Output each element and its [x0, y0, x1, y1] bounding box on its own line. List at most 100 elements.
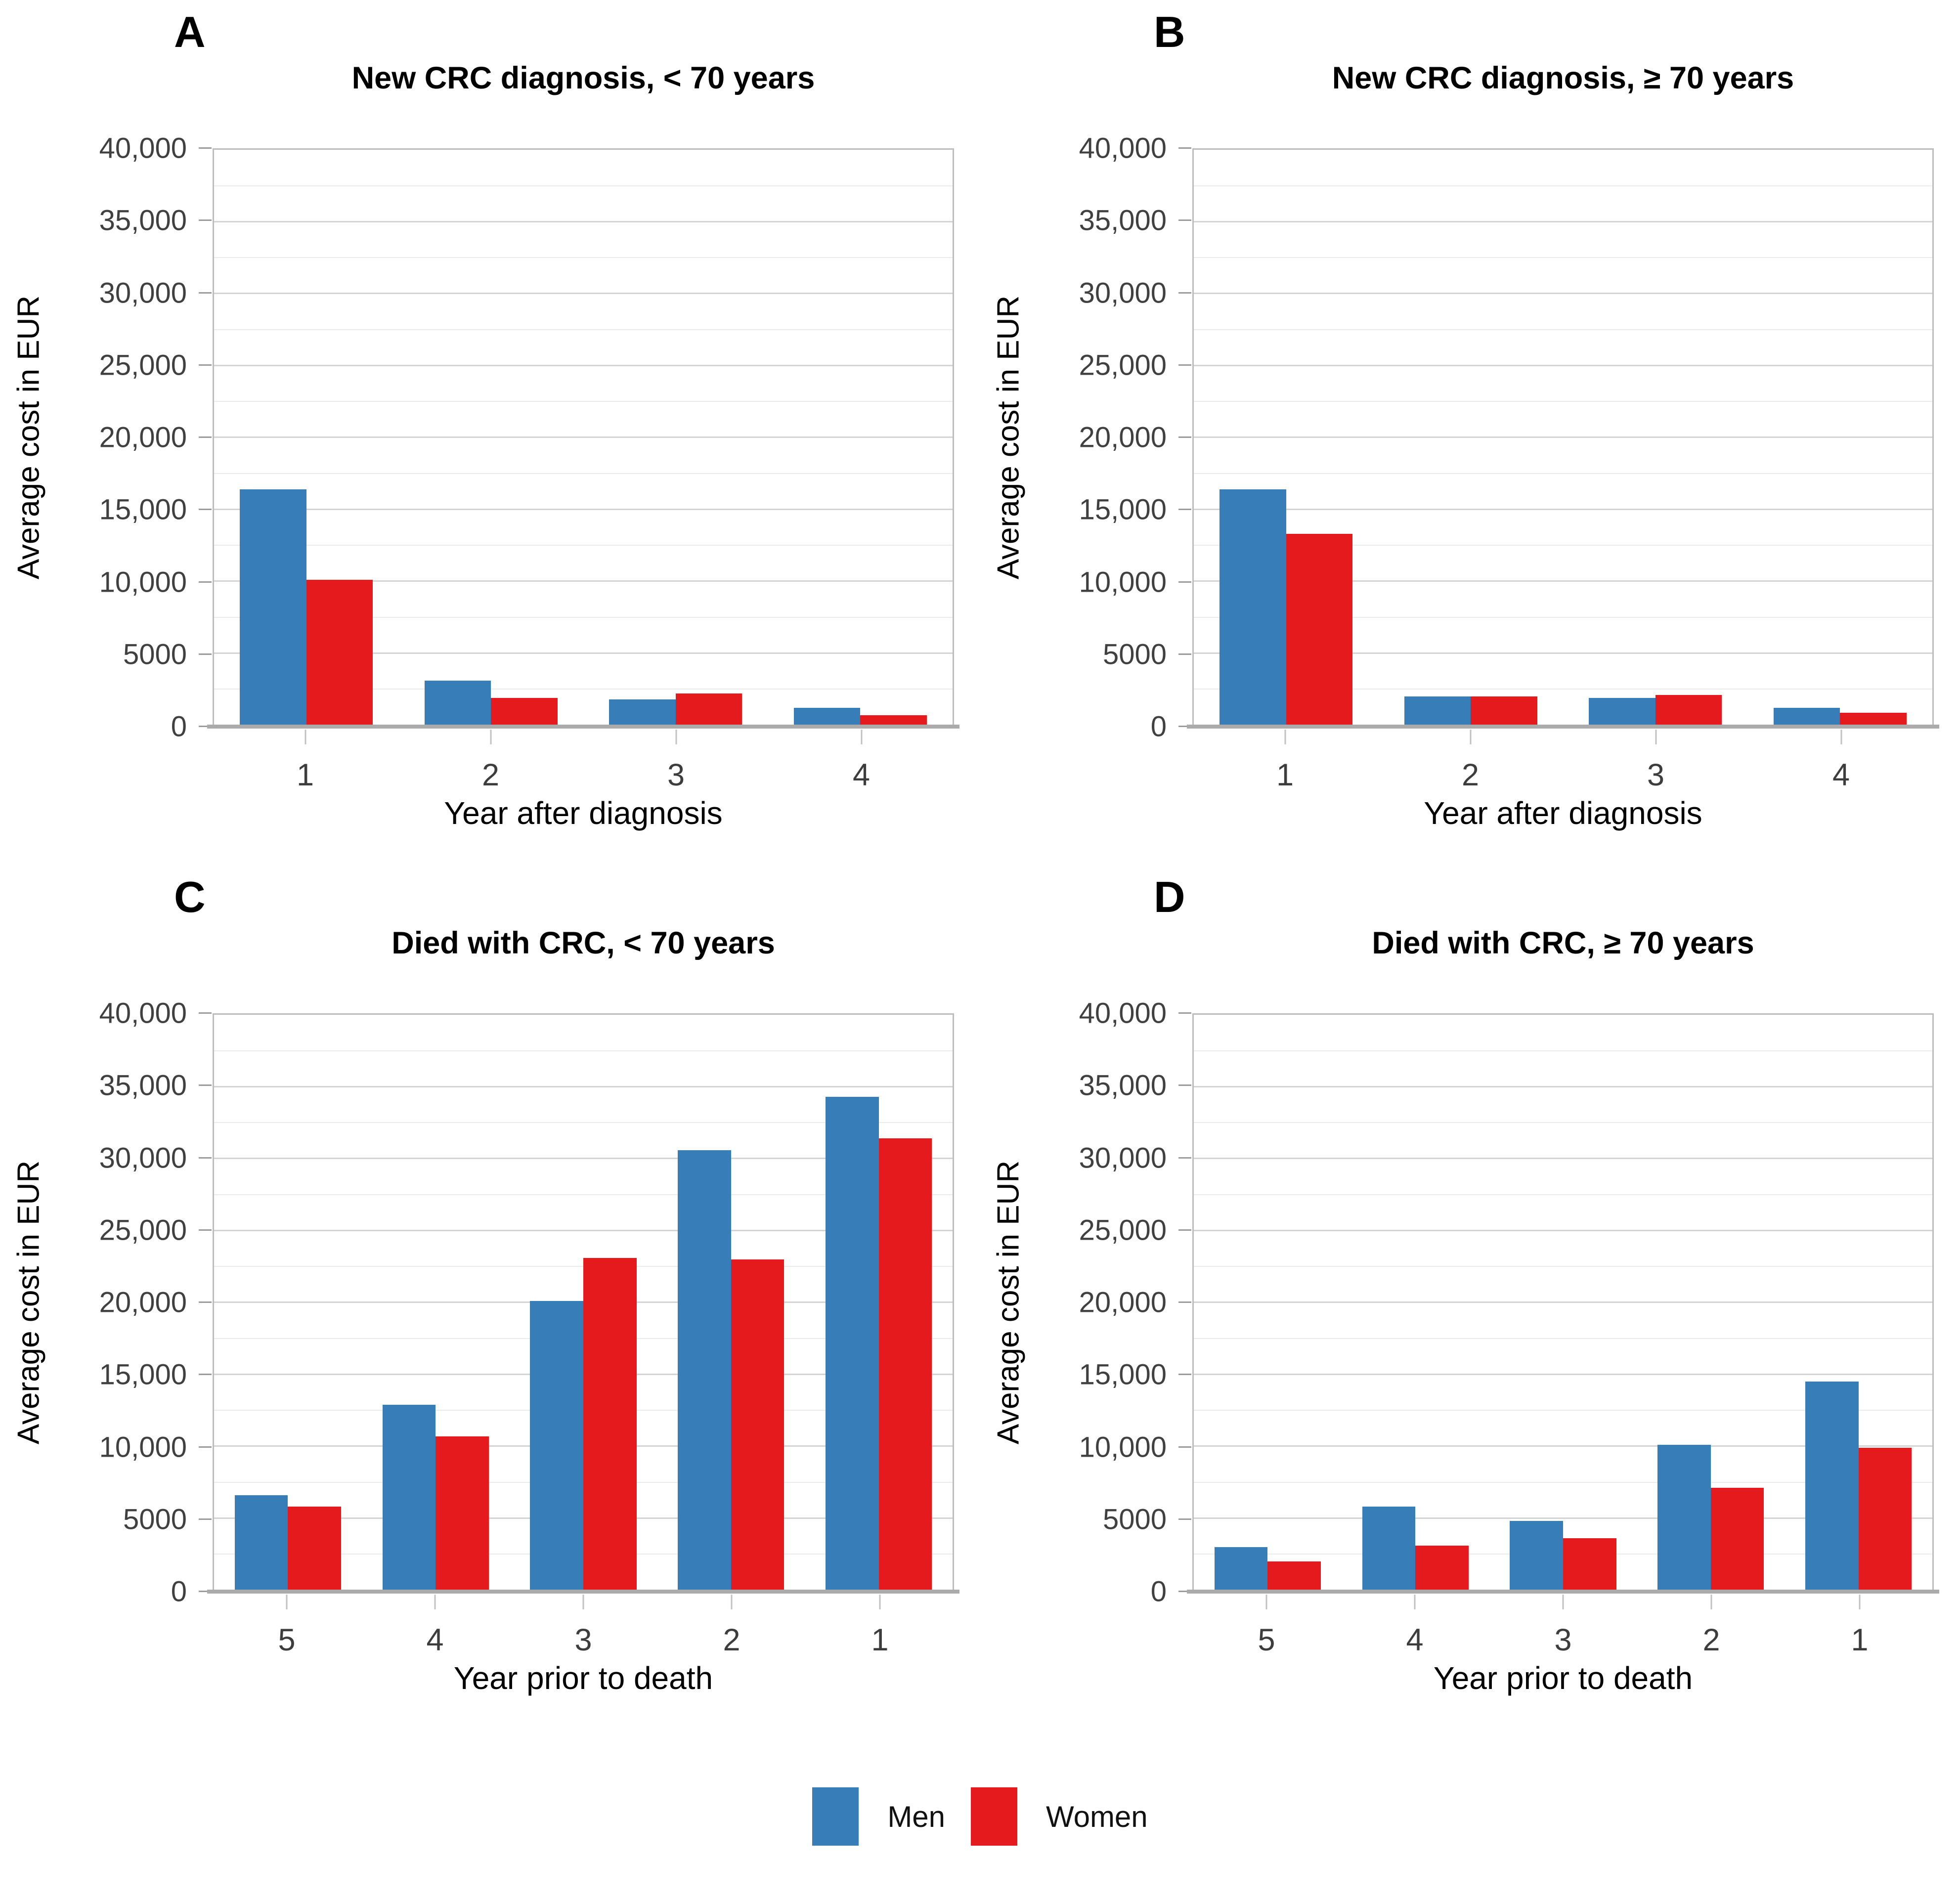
- x-tick-mark: [1562, 1595, 1564, 1609]
- x-tick-label: 4: [1832, 758, 1850, 792]
- y-tick-mark: [199, 436, 212, 438]
- bar-men-3: [1589, 697, 1655, 725]
- legend-item-women: Women: [971, 1787, 1148, 1846]
- major-gridline: [214, 436, 953, 438]
- y-axis-ticks: 0 5000 10,000 15,000 20,000 25,000 30,000 35,00…: [0, 997, 213, 1608]
- y-tick-label: 35,000: [99, 1069, 187, 1102]
- major-gridline: [214, 652, 953, 654]
- minor-gridline: [214, 1194, 953, 1195]
- major-gridline: [1194, 364, 1932, 366]
- y-tick-mark: [1178, 1229, 1191, 1231]
- major-gridline: [214, 220, 953, 222]
- y-tick-label: 5000: [1102, 638, 1167, 671]
- x-axis-line: [207, 725, 959, 729]
- bar-men-1: [240, 489, 306, 725]
- chart-panel-d: D Died with CRC, ≥ 70 years Average cost…: [980, 865, 1960, 1730]
- y-tick-mark: [1178, 653, 1191, 655]
- minor-gridline: [214, 616, 953, 618]
- x-tick-label: 2: [1461, 758, 1480, 792]
- x-axis-title: Year after diagnosis: [444, 795, 723, 831]
- bar-men-2: [1404, 696, 1471, 725]
- bar-women-1: [306, 580, 373, 725]
- y-axis-ticks: 0 5000 10,000 15,000 20,000 25,000 30,000 35,00…: [980, 132, 1192, 743]
- men-color-swatch: [812, 1787, 859, 1846]
- bar-men-3: [1510, 1521, 1563, 1590]
- x-tick-mark: [675, 730, 677, 744]
- panel-letter: B: [1154, 7, 1185, 56]
- minor-gridline: [214, 185, 953, 186]
- y-tick-mark: [199, 1374, 212, 1376]
- x-axis-ticks: 1 2 3 4: [1192, 727, 1934, 835]
- y-axis-ticks: 0 5000 10,000 15,000 20,000 25,000 30,000 35,00…: [0, 132, 213, 743]
- x-tick-mark: [731, 1595, 733, 1609]
- bar-women-3: [1655, 694, 1722, 725]
- x-tick-label: 3: [1647, 758, 1665, 792]
- y-tick-label: 40,000: [1079, 132, 1167, 165]
- major-gridline: [214, 364, 953, 366]
- y-tick-mark: [199, 1157, 212, 1159]
- x-tick-label: 2: [481, 758, 500, 792]
- bar-women-3: [675, 693, 742, 725]
- y-tick-label: 20,000: [1079, 1286, 1167, 1319]
- y-tick-label: 20,000: [1079, 421, 1167, 454]
- plot-area: [207, 1013, 959, 1594]
- minor-gridline: [1194, 689, 1932, 690]
- y-tick-mark: [199, 726, 212, 727]
- y-axis-ticks: 0 5000 10,000 15,000 20,000 25,000 30,000 35,00…: [980, 997, 1192, 1608]
- y-tick-label: 15,000: [99, 493, 187, 526]
- x-tick-mark: [490, 730, 491, 744]
- y-tick-mark: [199, 1446, 212, 1448]
- x-tick-mark: [1710, 1595, 1712, 1609]
- bar-men-3: [530, 1301, 583, 1590]
- minor-gridline: [1194, 1481, 1932, 1483]
- y-tick-mark: [1178, 1446, 1191, 1448]
- y-tick-mark: [199, 1591, 212, 1592]
- x-tick-label: 3: [574, 1623, 592, 1657]
- y-tick-label: 20,000: [99, 1286, 187, 1319]
- y-tick-label: 35,000: [1079, 1069, 1167, 1102]
- y-tick-label: 15,000: [99, 1358, 187, 1391]
- bar-men-4: [382, 1404, 436, 1590]
- x-tick-label: 3: [1554, 1623, 1572, 1657]
- major-gridline: [214, 293, 953, 294]
- x-tick-label: 4: [852, 758, 871, 792]
- y-tick-mark: [1178, 1518, 1191, 1520]
- y-tick-label: 25,000: [99, 1214, 187, 1247]
- y-tick-label: 0: [1150, 710, 1167, 743]
- x-tick-mark: [861, 730, 862, 744]
- y-tick-label: 25,000: [99, 349, 187, 382]
- x-tick-mark: [1265, 1595, 1267, 1609]
- x-tick-label: 4: [426, 1623, 444, 1657]
- y-tick-label: 40,000: [99, 997, 187, 1030]
- minor-gridline: [214, 689, 953, 690]
- y-tick-mark: [1178, 436, 1191, 438]
- bar-women-1: [878, 1138, 932, 1590]
- y-tick-mark: [199, 292, 212, 294]
- panel-title: Died with CRC, < 70 years: [392, 926, 775, 960]
- bar-women-1: [1286, 533, 1353, 725]
- x-tick-mark: [286, 1595, 288, 1609]
- legend-label-men: Men: [887, 1800, 946, 1833]
- bar-men-4: [1773, 708, 1840, 725]
- bar-men-3: [609, 699, 676, 725]
- bar-women-2: [491, 697, 558, 725]
- y-tick-label: 10,000: [1079, 566, 1167, 598]
- major-gridline: [214, 508, 953, 510]
- bar-men-4: [793, 708, 861, 725]
- major-gridline: [1194, 1158, 1932, 1159]
- y-tick-mark: [1178, 1012, 1191, 1014]
- x-axis-ticks: 5 4 3 2 1: [1192, 1592, 1934, 1700]
- major-gridline: [214, 1158, 953, 1159]
- x-tick-mark: [1414, 1595, 1416, 1609]
- y-tick-label: 35,000: [1079, 204, 1167, 237]
- y-tick-label: 40,000: [1079, 997, 1167, 1030]
- minor-gridline: [1194, 329, 1932, 330]
- x-tick-label: 5: [278, 1623, 296, 1657]
- major-gridline: [1194, 508, 1932, 510]
- y-tick-mark: [1178, 364, 1191, 366]
- x-axis-ticks: 1 2 3 4: [213, 727, 954, 835]
- major-gridline: [1194, 652, 1932, 654]
- y-tick-label: 10,000: [1079, 1431, 1167, 1463]
- plot-area: [1187, 148, 1939, 729]
- x-tick-label: 1: [296, 758, 314, 792]
